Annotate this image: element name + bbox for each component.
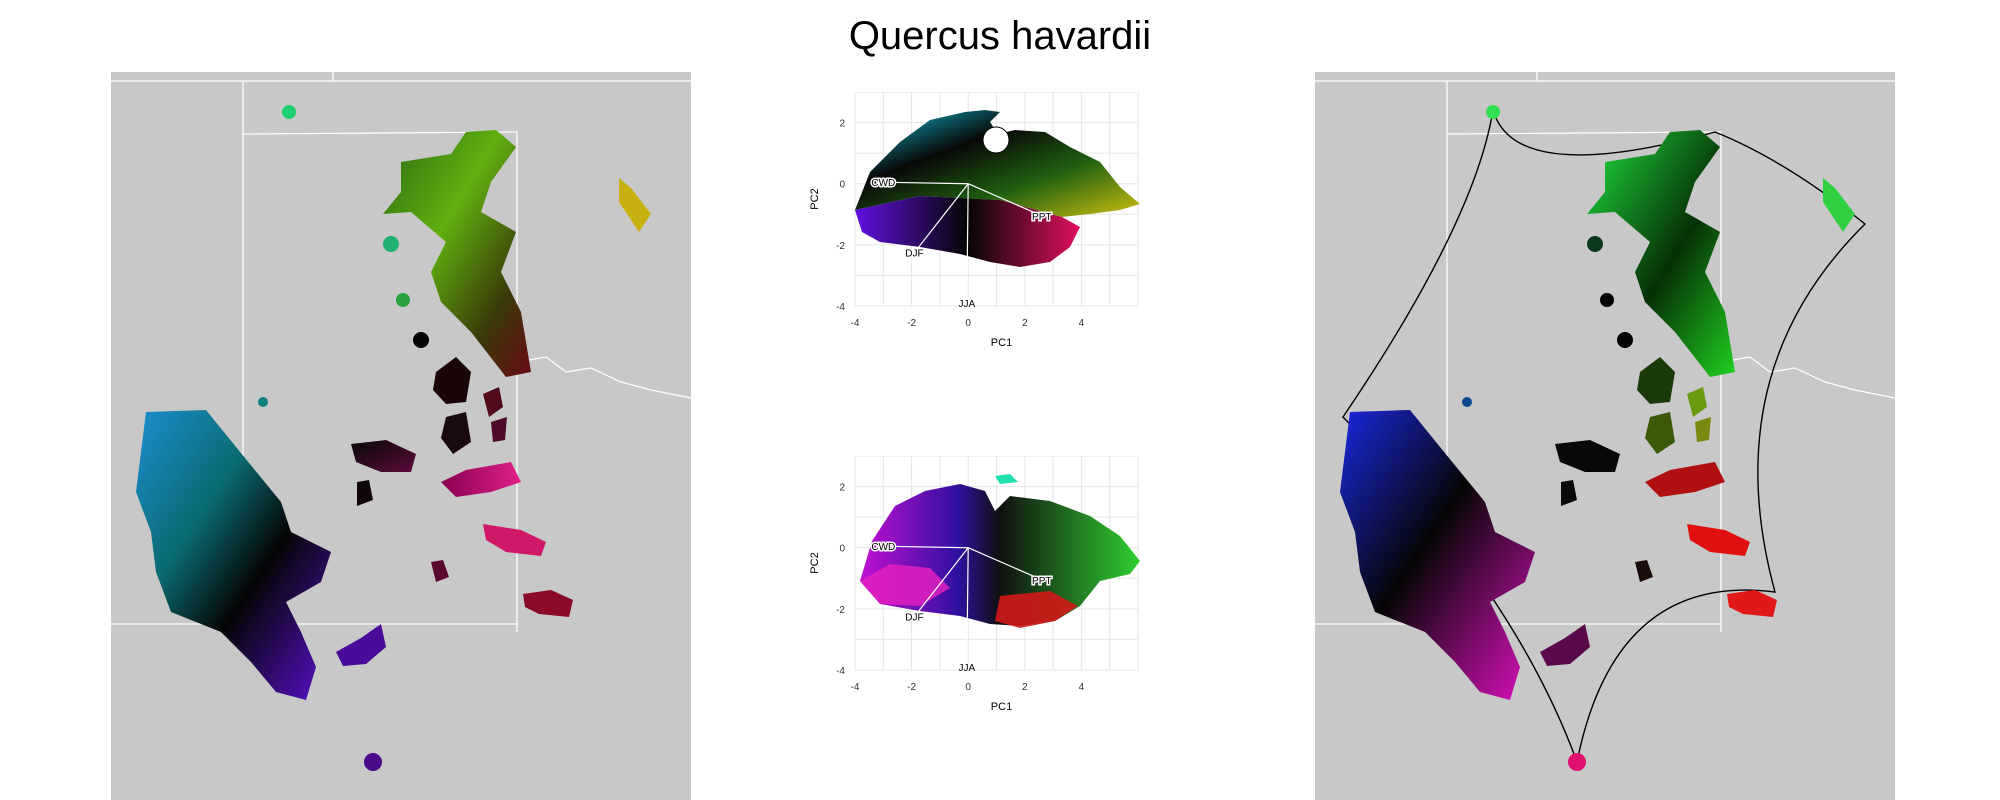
pca-top-y-tick-label: -4 [836,302,845,313]
pca-bottom-loading-ppt-label: PPT [1032,576,1051,587]
state-boundaries [111,72,691,632]
pca-bottom-loading-cwd-arrow [883,545,969,549]
pca-bottom-x-tick-label: 2 [1022,682,1028,693]
pca-plot-top: CWD PPT DJF JJA -4 -2 0 2 4 -4 -2 0 2 PC1 PC2 [800,91,1210,392]
pca-top-loading-ppt-arrow [967,183,1043,217]
pca-bottom-x-tick-label: -4 [851,682,860,693]
pca-top-x-tick-label: 0 [965,318,971,329]
pca-top-loading-jja-arrow [966,183,969,303]
pca-top-x-tick-label: -4 [851,318,860,329]
pca-top-x-tick-label: 2 [1022,318,1028,329]
pca-bottom-loading-djf-arrow [913,547,969,617]
convex-hull-outline [1342,109,1867,765]
pca-plot-bottom: CWD PPT DJF JJA -4 -2 0 2 4 -4 -2 0 2 PC1 PC2 [800,455,1210,756]
pca-bottom-y-tick-label: -4 [836,666,845,677]
pca-top-loading-jja-label: JJA [958,299,975,310]
pca-top-y-tick-label: 2 [839,119,845,130]
pca-bottom-loading-djf-label: DJF [905,613,923,624]
pca-bottom-y-tick-label: -2 [836,605,845,616]
pca-bottom-loading-ppt-arrow [967,547,1043,581]
pca-bottom-loading-jja-label: JJA [958,663,975,674]
pca-top-x-axis-label: PC1 [991,337,1012,349]
pca-top-x-tick-label: 4 [1079,318,1085,329]
pca-bottom-y-axis-label: PC2 [809,552,821,573]
pca-top-loading-djf-label: DJF [905,249,923,260]
pca-top-y-tick-label: 0 [839,180,845,191]
pca-top-loading-cwd-label: CWD [871,178,895,189]
pca-top-point-cloud [855,110,1140,267]
pca-top-y-tick-label: -2 [836,241,845,252]
pca-bottom-point-cloud [860,474,1140,628]
pca-top-loading-djf-arrow [913,183,969,253]
pca-bottom-x-axis-label: PC1 [991,701,1012,713]
pca-top-loading-ppt-label: PPT [1032,212,1051,223]
figure-title: Quercus havardii [848,14,1152,58]
pca-top-loading-cwd-arrow [883,181,969,185]
pca-bottom-loading-cwd-label: CWD [871,542,895,553]
pca-bottom-x-tick-label: 4 [1079,682,1085,693]
pca-bottom-x-tick-label: 0 [965,682,971,693]
pca-bottom-loading-jja-arrow [966,547,969,667]
left-map-panel [111,72,691,800]
species-range-right [1340,105,1855,771]
pca-bottom-x-tick-label: -2 [907,682,916,693]
species-range-left [136,105,651,771]
pca-top-x-tick-label: -2 [907,318,916,329]
right-map-panel [1315,72,1895,800]
pca-top-y-axis-label: PC2 [809,188,821,209]
pca-bottom-y-tick-label: 0 [839,544,845,555]
pca-bottom-y-tick-label: 2 [839,483,845,494]
